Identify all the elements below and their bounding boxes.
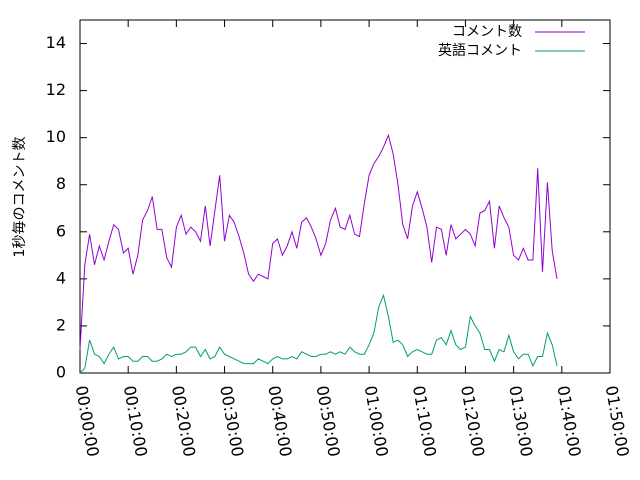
y-tick-label: 10 <box>46 127 66 146</box>
series-line-1 <box>79 133 558 350</box>
x-tick-label: 01:10:00 <box>409 384 440 458</box>
y-tick-label: 8 <box>56 174 66 193</box>
series-line-2 <box>79 293 558 374</box>
y-tick-label: 4 <box>56 268 66 287</box>
x-tick-label: 00:00:00 <box>72 384 103 458</box>
x-tick-label: 00:40:00 <box>264 384 295 458</box>
x-tick-label: 01:40:00 <box>553 384 584 458</box>
y-tick-label: 0 <box>56 363 66 382</box>
plot-border <box>79 19 611 374</box>
x-tick-label: 01:20:00 <box>457 384 488 458</box>
legend-label-1: コメント数 <box>452 24 522 40</box>
x-tick-label: 01:30:00 <box>505 384 536 458</box>
x-tick-label: 00:10:00 <box>120 384 151 458</box>
x-tick-label: 01:00:00 <box>361 384 392 458</box>
x-tick-label: 01:50:00 <box>602 384 633 458</box>
y-axis-label: 1秒毎のコメント数 <box>12 137 28 258</box>
y-tick-label: 14 <box>46 33 66 52</box>
y-tick-label: 12 <box>46 80 66 99</box>
x-tick-label: 00:30:00 <box>216 384 247 458</box>
y-tick-label: 6 <box>56 221 66 240</box>
legend-label-2: 英語コメント <box>438 42 522 59</box>
x-tick-label: 00:50:00 <box>313 384 344 458</box>
y-tick-label: 2 <box>56 315 66 334</box>
x-tick-label: 00:20:00 <box>168 384 199 458</box>
